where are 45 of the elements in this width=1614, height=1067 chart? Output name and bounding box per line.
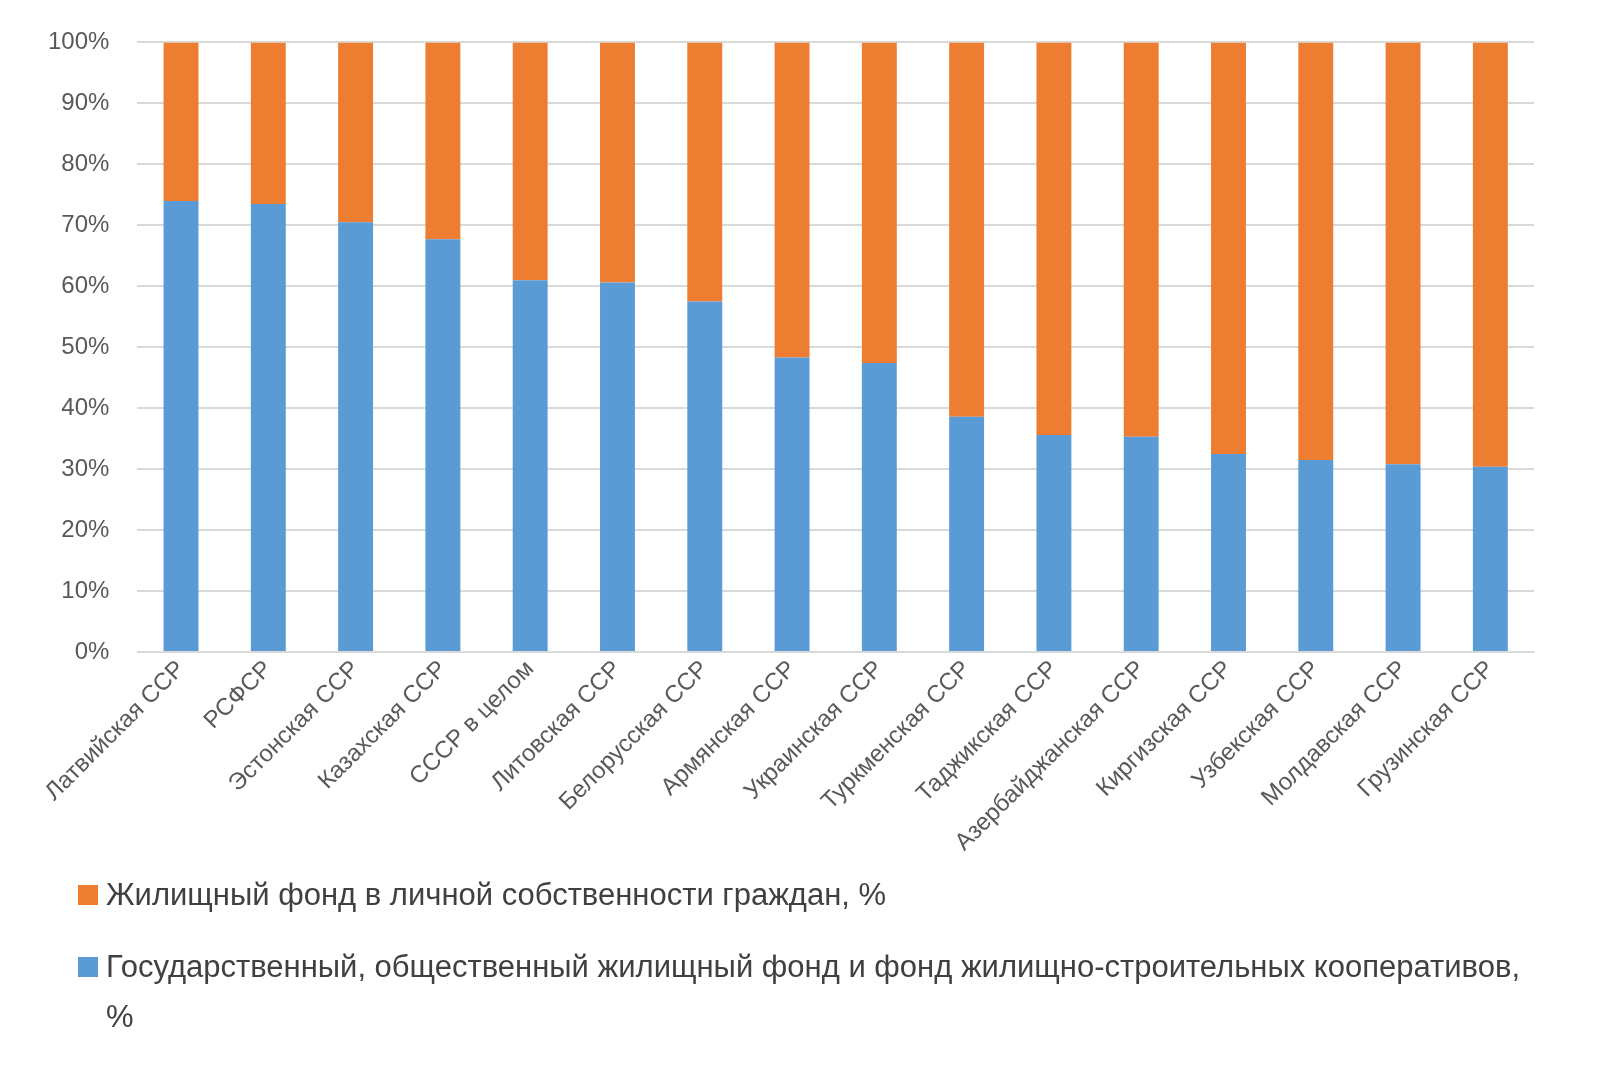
- bar: [949, 42, 985, 417]
- bar: [861, 42, 897, 364]
- bar: [1472, 42, 1508, 467]
- bar: [774, 357, 810, 652]
- bar: [1211, 453, 1246, 652]
- bar: [1472, 466, 1508, 652]
- bar: [163, 42, 199, 201]
- bar: [512, 280, 548, 652]
- bar: [1123, 436, 1159, 652]
- bar: [1036, 42, 1072, 436]
- y-tick-label: 60%: [61, 270, 110, 298]
- bar: [163, 200, 199, 652]
- y-tick-label: 80%: [61, 148, 110, 176]
- bar: [949, 416, 985, 652]
- legend-label: Жилищный фонд в личной собственности граждан, %: [106, 876, 887, 914]
- bar: [861, 363, 897, 652]
- bar: [250, 42, 286, 204]
- bar: [250, 203, 286, 652]
- bar: [425, 239, 461, 652]
- y-tick-label: 30%: [61, 453, 110, 481]
- bar: [425, 42, 461, 240]
- bar: [1123, 42, 1159, 437]
- bar: [1298, 460, 1334, 652]
- y-tick-label: 70%: [61, 209, 110, 237]
- y-tick-label: 50%: [61, 331, 110, 359]
- bar: [600, 42, 635, 283]
- legend-label: Государственный, общественный жилищный фонд и фонд жилищно-строительных кооперативов, %: [106, 948, 1521, 1036]
- bar: [1036, 435, 1072, 652]
- bar: [338, 42, 374, 223]
- bar: [774, 42, 810, 358]
- y-tick-label: 10%: [61, 575, 110, 603]
- bar: [1385, 464, 1421, 652]
- bar: [687, 42, 723, 302]
- y-tick-label: 0%: [74, 636, 110, 664]
- bar: [687, 301, 723, 652]
- bar: [1211, 42, 1246, 454]
- y-tick-label: 100%: [47, 27, 110, 55]
- bar: [600, 282, 635, 652]
- bar: [1385, 42, 1421, 465]
- y-tick-label: 40%: [61, 392, 110, 420]
- y-tick-label: 20%: [61, 514, 110, 542]
- bar: [338, 222, 374, 652]
- y-tick-label: 90%: [61, 87, 110, 115]
- bar: [512, 42, 548, 281]
- bar: [1298, 42, 1334, 461]
